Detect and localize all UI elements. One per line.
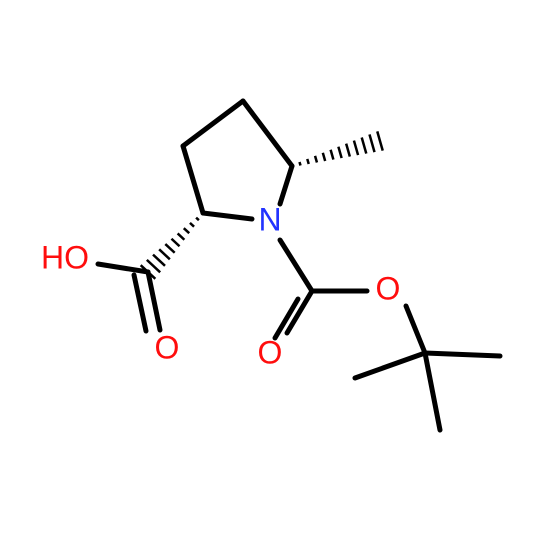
bond [422, 350, 443, 433]
bond [272, 296, 301, 341]
bond [284, 288, 315, 336]
bond [240, 98, 295, 169]
hash-line [145, 258, 162, 274]
hash-line [189, 221, 195, 228]
hash-line [182, 227, 191, 235]
hash-line [376, 131, 384, 151]
hash-line [201, 211, 205, 215]
atom-label: O [376, 270, 401, 306]
hash-line [344, 143, 352, 157]
atom-label: HO [41, 239, 89, 275]
hashed-wedges [139, 131, 384, 280]
hash-line [306, 158, 310, 165]
bond [131, 272, 149, 334]
hash-line [313, 155, 319, 163]
bond [145, 269, 163, 333]
hash-line [298, 161, 302, 166]
bond [352, 350, 428, 381]
hash-line [139, 264, 157, 280]
hash-line [321, 152, 327, 162]
bonds [95, 98, 503, 433]
hash-line [164, 243, 176, 254]
atom-label: O [258, 334, 283, 370]
bond [180, 143, 206, 216]
hash-line [360, 137, 368, 154]
bond [422, 350, 503, 359]
hash-line [158, 248, 171, 261]
hash-line [195, 216, 200, 222]
bond [180, 98, 246, 149]
hash-line [152, 253, 166, 267]
hash-line [337, 146, 343, 159]
bond [277, 237, 315, 294]
atom-label: O [155, 329, 180, 365]
hash-line [352, 140, 360, 156]
hash-line [290, 164, 294, 168]
hash-line [329, 149, 335, 160]
atom-label: N [258, 201, 281, 237]
bond [95, 261, 151, 275]
hash-line [368, 134, 376, 153]
bond [403, 303, 428, 356]
bond [277, 163, 295, 207]
hash-line [176, 232, 186, 241]
bond [200, 210, 255, 222]
hash-line [170, 237, 181, 248]
